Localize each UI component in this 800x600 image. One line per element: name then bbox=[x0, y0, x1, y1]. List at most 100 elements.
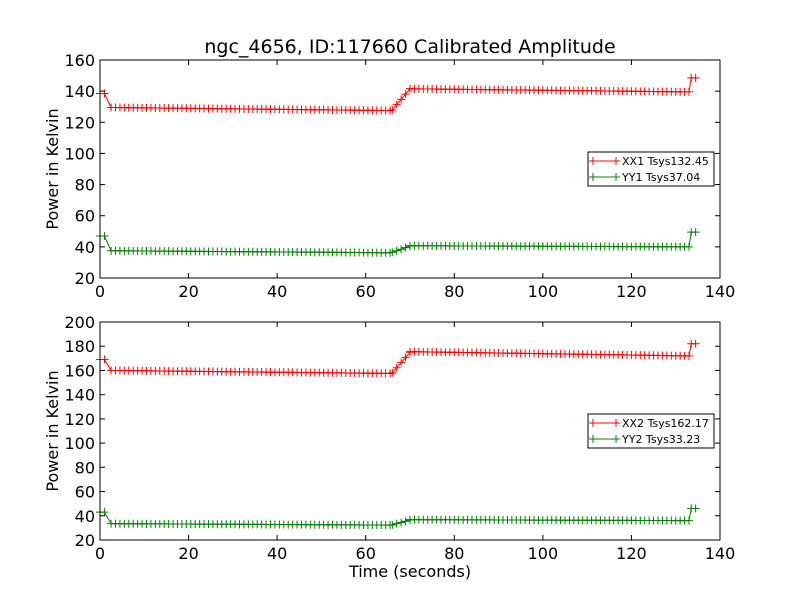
y-axis-label: Power in Kelvin bbox=[43, 108, 62, 229]
x-tick-label: 100 bbox=[528, 282, 559, 301]
y-tick-label: 140 bbox=[64, 82, 95, 101]
data-point bbox=[397, 95, 406, 104]
y-tick-label: 60 bbox=[75, 207, 95, 226]
legend-marker bbox=[589, 173, 597, 181]
x-tick-label: 40 bbox=[267, 544, 287, 563]
data-point bbox=[685, 87, 693, 96]
y-tick-label: 40 bbox=[75, 507, 95, 526]
series-line bbox=[100, 231, 696, 254]
legend-label: XX1 Tsys132.45 bbox=[622, 155, 709, 168]
x-tick-label: 20 bbox=[178, 544, 198, 563]
data-point bbox=[401, 353, 410, 362]
data-point bbox=[392, 100, 401, 109]
x-tick-label: 0 bbox=[95, 282, 105, 301]
x-axis-label: Time (seconds) bbox=[348, 562, 471, 581]
y-tick-label: 140 bbox=[64, 386, 95, 405]
subplot-2: 0 20 40 60 80 100 120 1402040608010012014016018… bbox=[43, 313, 735, 581]
legend-label: YY2 Tsys33.23 bbox=[621, 433, 700, 446]
data-point bbox=[100, 508, 109, 517]
legend-marker bbox=[612, 173, 620, 181]
x-tick-label: 80 bbox=[444, 282, 464, 301]
data-point bbox=[392, 519, 401, 528]
x-tick-label: 120 bbox=[616, 282, 647, 301]
x-tick-label: 20 bbox=[178, 282, 198, 301]
y-tick-label: 160 bbox=[64, 51, 95, 70]
data-point bbox=[388, 368, 397, 377]
data-point bbox=[100, 355, 109, 364]
y-tick-label: 100 bbox=[64, 434, 95, 453]
data-point bbox=[685, 242, 693, 251]
data-point bbox=[401, 243, 410, 252]
chart-title: ngc_4656, ID:117660 Calibrated Amplitude bbox=[204, 36, 615, 58]
x-tick-label: 0 bbox=[95, 544, 105, 563]
legend-frame bbox=[587, 151, 715, 187]
x-tick-label: 60 bbox=[356, 544, 376, 563]
y-tick-label: 40 bbox=[75, 238, 95, 257]
plot-frame bbox=[99, 59, 721, 279]
data-point bbox=[386, 369, 395, 378]
legend-marker bbox=[589, 157, 597, 165]
data-point bbox=[691, 228, 700, 237]
series-2 bbox=[96, 228, 700, 257]
data-point bbox=[386, 106, 395, 115]
legend-entry: XX2 Tsys162.17 bbox=[589, 417, 709, 430]
y-tick-label: 120 bbox=[64, 410, 95, 429]
data-point bbox=[401, 517, 410, 526]
x-tick-label: 140 bbox=[705, 544, 736, 563]
y-tick-label: 120 bbox=[64, 113, 95, 132]
legend-marker bbox=[612, 157, 620, 165]
x-tick-label: 120 bbox=[616, 544, 647, 563]
data-point bbox=[388, 105, 397, 114]
legend: XX1 Tsys132.45 YY1 Tsys37.04 bbox=[587, 151, 715, 187]
legend: XX2 Tsys162.17 YY2 Tsys33.23 bbox=[587, 413, 715, 449]
x-tick-label: 100 bbox=[528, 544, 559, 563]
y-tick-label: 180 bbox=[64, 337, 95, 356]
y-tick-label: 160 bbox=[64, 361, 95, 380]
data-point bbox=[392, 246, 401, 255]
y-tick-label: 100 bbox=[64, 144, 95, 163]
x-tick-label: 140 bbox=[705, 282, 736, 301]
subplot-1: 0 20 40 60 80 100 120 14020406080100120140160Po… bbox=[43, 51, 735, 301]
legend-marker bbox=[589, 435, 597, 443]
data-point bbox=[397, 358, 406, 367]
series-line bbox=[100, 343, 696, 374]
data-point bbox=[392, 363, 401, 372]
y-tick-label: 80 bbox=[75, 458, 95, 477]
plot-frame bbox=[99, 321, 721, 541]
data-point bbox=[691, 339, 700, 348]
data-point bbox=[397, 518, 406, 527]
subplots: 0 20 40 60 80 100 120 14020406080100120140160Po… bbox=[43, 51, 735, 581]
y-axis-label: Power in Kelvin bbox=[43, 370, 62, 491]
series-1 bbox=[96, 73, 700, 115]
legend-entry: YY1 Tsys37.04 bbox=[589, 171, 700, 184]
legend-label: YY1 Tsys37.04 bbox=[621, 171, 700, 184]
data-point bbox=[100, 231, 109, 240]
legend-marker bbox=[612, 419, 620, 427]
data-point bbox=[691, 73, 700, 82]
data-point bbox=[685, 351, 693, 360]
x-tick-label: 60 bbox=[356, 282, 376, 301]
data-point bbox=[691, 504, 700, 513]
data-point bbox=[397, 245, 406, 254]
legend-entry: YY2 Tsys33.23 bbox=[589, 433, 700, 446]
series-2 bbox=[96, 504, 700, 530]
y-tick-label: 20 bbox=[75, 269, 95, 288]
data-point bbox=[388, 248, 397, 257]
legend-label: XX2 Tsys162.17 bbox=[622, 417, 709, 430]
y-tick-label: 200 bbox=[64, 313, 95, 332]
x-tick-label: 80 bbox=[444, 544, 464, 563]
x-tick-label: 40 bbox=[267, 282, 287, 301]
data-point bbox=[401, 90, 410, 99]
y-tick-label: 20 bbox=[75, 531, 95, 550]
legend-marker bbox=[589, 419, 597, 427]
series-1 bbox=[96, 339, 700, 378]
data-point bbox=[388, 520, 397, 529]
y-tick-label: 80 bbox=[75, 176, 95, 195]
y-tick-label: 60 bbox=[75, 483, 95, 502]
data-point bbox=[685, 516, 693, 525]
series-line bbox=[100, 77, 696, 112]
legend-marker bbox=[612, 435, 620, 443]
legend-entry: XX1 Tsys132.45 bbox=[589, 155, 709, 168]
legend-frame bbox=[587, 413, 715, 449]
